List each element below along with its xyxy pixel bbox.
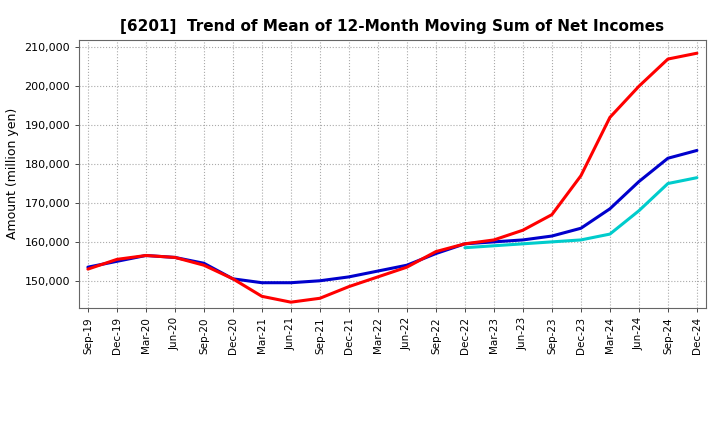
5 Years <box>518 237 527 242</box>
3 Years <box>577 173 585 178</box>
5 Years <box>287 280 295 286</box>
7 Years <box>490 243 498 249</box>
5 Years <box>142 253 150 258</box>
3 Years <box>402 264 411 270</box>
Line: 7 Years: 7 Years <box>465 178 697 248</box>
3 Years <box>548 212 557 217</box>
5 Years <box>171 255 179 260</box>
7 Years <box>606 231 614 237</box>
3 Years <box>518 227 527 233</box>
5 Years <box>315 278 324 283</box>
5 Years <box>374 268 382 274</box>
3 Years <box>258 293 266 299</box>
3 Years <box>199 263 208 268</box>
Title: [6201]  Trend of Mean of 12-Month Moving Sum of Net Incomes: [6201] Trend of Mean of 12-Month Moving … <box>120 19 665 34</box>
7 Years <box>461 245 469 250</box>
5 Years <box>693 148 701 153</box>
5 Years <box>431 251 440 256</box>
7 Years <box>664 181 672 186</box>
3 Years <box>664 56 672 62</box>
3 Years <box>171 255 179 260</box>
3 Years <box>634 84 643 89</box>
3 Years <box>606 115 614 120</box>
Line: 5 Years: 5 Years <box>88 150 697 283</box>
3 Years <box>112 257 121 262</box>
Line: 3 Years: 3 Years <box>88 53 697 302</box>
7 Years <box>548 239 557 245</box>
5 Years <box>258 280 266 286</box>
3 Years <box>693 51 701 56</box>
3 Years <box>490 237 498 242</box>
5 Years <box>84 264 92 270</box>
5 Years <box>664 156 672 161</box>
3 Years <box>374 274 382 279</box>
3 Years <box>461 241 469 246</box>
3 Years <box>287 300 295 305</box>
5 Years <box>577 226 585 231</box>
5 Years <box>461 241 469 246</box>
7 Years <box>693 175 701 180</box>
Legend: 3 Years, 5 Years, 7 Years, 10 Years: 3 Years, 5 Years, 7 Years, 10 Years <box>196 435 589 440</box>
5 Years <box>490 239 498 245</box>
5 Years <box>634 179 643 184</box>
5 Years <box>402 263 411 268</box>
5 Years <box>345 274 354 279</box>
3 Years <box>431 249 440 254</box>
3 Years <box>84 267 92 272</box>
7 Years <box>634 208 643 213</box>
7 Years <box>577 237 585 242</box>
3 Years <box>345 284 354 289</box>
3 Years <box>142 253 150 258</box>
5 Years <box>199 260 208 266</box>
7 Years <box>518 241 527 246</box>
5 Years <box>606 206 614 212</box>
5 Years <box>548 233 557 238</box>
5 Years <box>112 259 121 264</box>
3 Years <box>228 276 237 282</box>
Y-axis label: Amount (million yen): Amount (million yen) <box>6 108 19 239</box>
3 Years <box>315 296 324 301</box>
5 Years <box>228 276 237 282</box>
